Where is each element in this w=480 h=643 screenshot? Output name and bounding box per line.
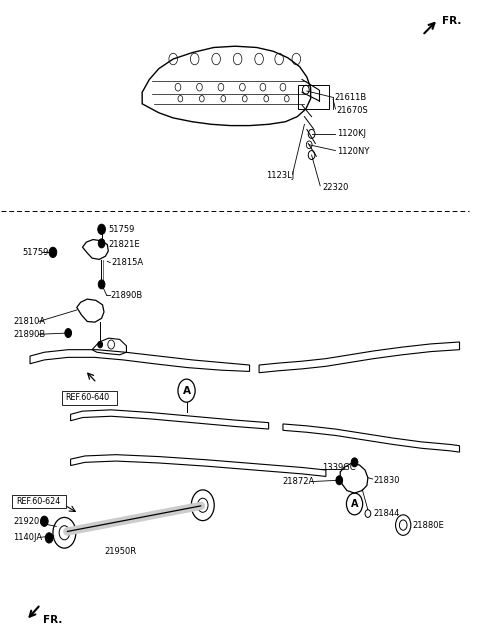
Circle shape [351,458,358,467]
Text: 1140JA: 1140JA [13,534,42,543]
Text: 21670S: 21670S [337,106,369,115]
Text: REF.60-624: REF.60-624 [17,497,61,506]
Circle shape [98,224,106,235]
Circle shape [336,476,343,485]
Text: 21821E: 21821E [109,240,140,249]
Text: 21611B: 21611B [335,93,367,102]
Text: FR.: FR. [443,15,462,26]
Text: 21830: 21830 [373,476,400,485]
Circle shape [49,248,57,257]
Text: 21880E: 21880E [413,521,444,530]
Text: 21890B: 21890B [13,330,46,339]
Text: A: A [351,499,358,509]
Text: 1120NY: 1120NY [337,147,369,156]
Text: 51759: 51759 [23,248,49,257]
Text: REF.60-640: REF.60-640 [65,393,109,402]
Circle shape [98,341,103,348]
Circle shape [45,533,53,543]
Text: 21920: 21920 [13,517,39,526]
Text: 1339GC: 1339GC [322,463,356,472]
Text: 51759: 51759 [109,225,135,234]
Circle shape [40,516,48,527]
Text: 21815A: 21815A [111,258,143,267]
Text: FR.: FR. [43,615,63,626]
Text: 21872A: 21872A [282,477,314,486]
Text: 21810A: 21810A [13,317,46,326]
Text: 21890B: 21890B [110,291,143,300]
Circle shape [65,329,72,338]
Circle shape [98,280,105,289]
Text: 22320: 22320 [322,183,348,192]
Text: 1123LJ: 1123LJ [266,171,295,180]
Text: 21844: 21844 [373,509,400,518]
Circle shape [98,239,105,248]
Text: 1120KJ: 1120KJ [337,129,366,138]
Text: A: A [182,386,191,395]
Text: 21950R: 21950R [104,547,136,556]
